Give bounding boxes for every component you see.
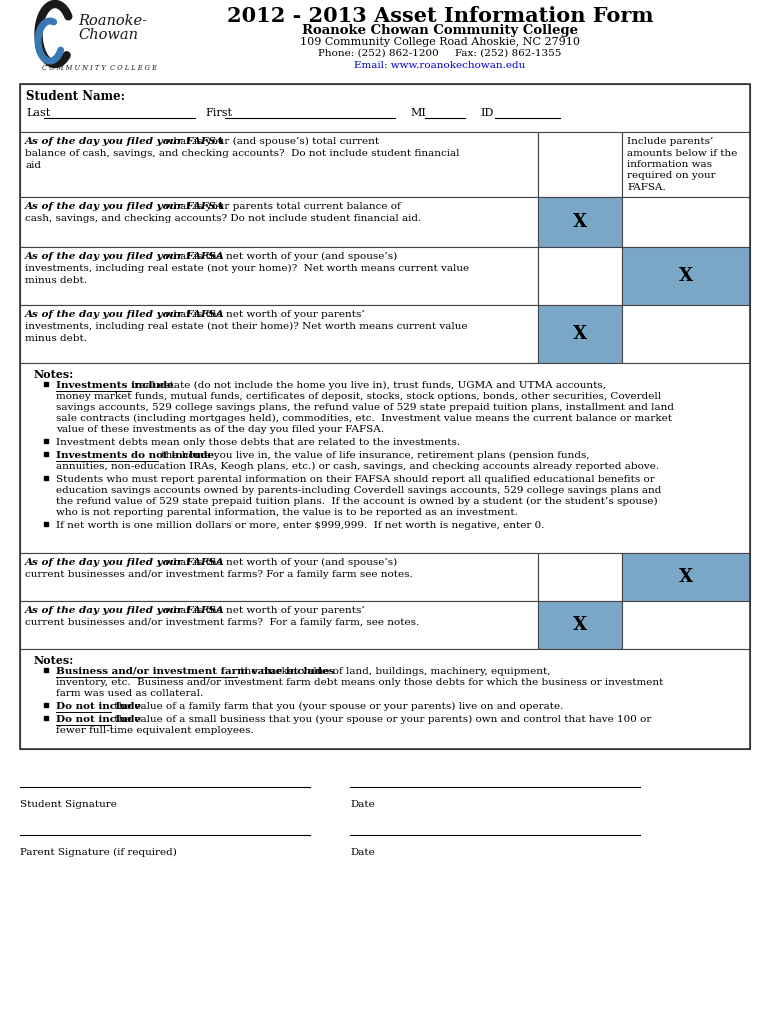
- Bar: [538, 305, 622, 362]
- Text: Investments include: Investments include: [56, 381, 174, 390]
- Text: , what is the net worth of your (and spouse’s): , what is the net worth of your (and spo…: [158, 558, 397, 567]
- Text: As of the day you filed your FAFSA: As of the day you filed your FAFSA: [25, 202, 225, 211]
- Text: , what is your (and spouse’s) total current: , what is your (and spouse’s) total curr…: [158, 137, 379, 146]
- Text: Parent Signature (if required): Parent Signature (if required): [20, 848, 177, 857]
- Text: As of the day you filed your FAFSA: As of the day you filed your FAFSA: [25, 137, 225, 146]
- Text: amounts below if the: amounts below if the: [627, 148, 738, 158]
- Text: FAFSA.: FAFSA.: [627, 183, 666, 193]
- Text: Chowan: Chowan: [78, 28, 138, 42]
- Text: the value of a family farm that you (your spouse or your parents) live on and op: the value of a family farm that you (you…: [111, 702, 564, 711]
- Text: X: X: [573, 616, 587, 634]
- Text: current businesses and/or investment farms?  For a family farm, see notes.: current businesses and/or investment far…: [25, 618, 419, 627]
- Text: Investments do not include: Investments do not include: [56, 451, 214, 460]
- Bar: [622, 132, 750, 197]
- Bar: [20, 132, 538, 197]
- Text: money market funds, mutual funds, certificates of deposit, stocks, stock options: money market funds, mutual funds, certif…: [56, 392, 661, 401]
- Text: required on your: required on your: [627, 171, 715, 180]
- Bar: [20, 305, 538, 362]
- Text: Notes:: Notes:: [34, 655, 74, 666]
- Text: Phone: (252) 862-1200     Fax: (252) 862-1355: Phone: (252) 862-1200 Fax: (252) 862-135…: [318, 49, 561, 58]
- Text: who is not reporting parental information, the value is to be reported as an inv: who is not reporting parental informatio…: [56, 508, 518, 517]
- Text: real estate (do not include the home you live in), trust funds, UGMA and UTMA ac: real estate (do not include the home you…: [131, 381, 606, 390]
- Text: investments, including real estate (not their home)? Net worth means current val: investments, including real estate (not …: [25, 322, 467, 331]
- Text: Student Signature: Student Signature: [20, 800, 117, 809]
- Text: Investment debts mean only those debts that are related to the investments.: Investment debts mean only those debts t…: [56, 438, 460, 447]
- Bar: [20, 247, 538, 305]
- Bar: [20, 197, 538, 247]
- Bar: [622, 247, 750, 305]
- Text: , what is the net worth of your parents’: , what is the net worth of your parents’: [158, 310, 364, 319]
- Text: current businesses and/or investment farms? For a family farm see notes.: current businesses and/or investment far…: [25, 570, 413, 579]
- Text: cash, savings, and checking accounts? Do not include student financial aid.: cash, savings, and checking accounts? Do…: [25, 214, 421, 223]
- Text: Student Name:: Student Name:: [26, 90, 125, 103]
- Text: As of the day you filed your FAFSA: As of the day you filed your FAFSA: [25, 558, 225, 567]
- Text: X: X: [679, 568, 693, 586]
- Text: the market value of land, buildings, machinery, equipment,: the market value of land, buildings, mac…: [237, 667, 551, 676]
- Text: If net worth is one million dollars or more, enter $999,999.  If net worth is ne: If net worth is one million dollars or m…: [56, 521, 544, 530]
- Text: Roanoke Chowan Community College: Roanoke Chowan Community College: [302, 24, 578, 37]
- Bar: [538, 197, 622, 247]
- Bar: [622, 553, 750, 601]
- Text: fewer full-time equivalent employees.: fewer full-time equivalent employees.: [56, 726, 254, 735]
- Text: annuities, non-education IRAs, Keogh plans, etc.) or cash, savings, and checking: annuities, non-education IRAs, Keogh pla…: [56, 462, 659, 471]
- Bar: [538, 601, 622, 649]
- Bar: [20, 649, 750, 749]
- Text: As of the day you filed your FAFSA: As of the day you filed your FAFSA: [25, 252, 225, 261]
- Text: the home you live in, the value of life insurance, retirement plans (pension fun: the home you live in, the value of life …: [159, 451, 590, 460]
- Bar: [622, 601, 750, 649]
- Bar: [538, 247, 622, 305]
- Text: farm was used as collateral.: farm was used as collateral.: [56, 689, 203, 698]
- Bar: [20, 84, 750, 132]
- Text: Date: Date: [350, 848, 375, 857]
- Bar: [20, 553, 538, 601]
- Text: C O M M U N I T Y  C O L L E G E: C O M M U N I T Y C O L L E G E: [42, 63, 157, 72]
- Text: X: X: [573, 213, 587, 231]
- Text: minus debt.: minus debt.: [25, 276, 87, 285]
- Text: Do not include: Do not include: [56, 702, 141, 711]
- Text: X: X: [679, 267, 693, 285]
- Text: Students who must report parental information on their FAFSA should report all q: Students who must report parental inform…: [56, 475, 654, 484]
- Text: the refund value of 529 state prepaid tuition plans.  If the account is owned by: the refund value of 529 state prepaid tu…: [56, 497, 658, 506]
- Bar: [622, 197, 750, 247]
- Text: Do not include: Do not include: [56, 715, 141, 724]
- Text: Roanoke-: Roanoke-: [78, 14, 147, 28]
- Text: Include parents’: Include parents’: [627, 137, 713, 146]
- Bar: [20, 601, 538, 649]
- Bar: [20, 362, 750, 553]
- Text: information was: information was: [627, 160, 712, 169]
- Bar: [538, 132, 622, 197]
- Bar: [538, 553, 622, 601]
- Bar: [0, 0, 770, 79]
- Bar: [622, 305, 750, 362]
- Text: sale contracts (including mortgages held), commodities, etc.  Investment value m: sale contracts (including mortgages held…: [56, 414, 672, 423]
- Text: the value of a small business that you (your spouse or your parents) own and con: the value of a small business that you (…: [111, 715, 651, 724]
- Text: aid: aid: [25, 161, 41, 170]
- Text: , what is the net worth of your (and spouse’s): , what is the net worth of your (and spo…: [158, 252, 397, 261]
- Text: 2012 - 2013 Asset Information Form: 2012 - 2013 Asset Information Form: [226, 6, 653, 26]
- Bar: [20, 84, 750, 749]
- Text: Date: Date: [350, 800, 375, 809]
- Text: , what is the net worth of your parents’: , what is the net worth of your parents’: [158, 606, 364, 615]
- Text: education savings accounts owned by parents-including Coverdell savings accounts: education savings accounts owned by pare…: [56, 486, 661, 495]
- Text: First: First: [205, 108, 232, 118]
- Text: investments, including real estate (not your home)?  Net worth means current val: investments, including real estate (not …: [25, 264, 469, 273]
- Text: Business and/or investment farm value includes: Business and/or investment farm value in…: [56, 667, 334, 676]
- Text: Notes:: Notes:: [34, 369, 74, 380]
- Text: value of these investments as of the day you filed your FAFSA.: value of these investments as of the day…: [56, 425, 384, 434]
- Text: balance of cash, savings, and checking accounts?  Do not include student financi: balance of cash, savings, and checking a…: [25, 150, 460, 158]
- Text: MI: MI: [410, 108, 426, 118]
- Text: inventory, etc.  Business and/or investment farm debt means only those debts for: inventory, etc. Business and/or investme…: [56, 678, 664, 687]
- Text: Last: Last: [26, 108, 50, 118]
- Text: As of the day you filed your FAFSA: As of the day you filed your FAFSA: [25, 310, 225, 319]
- Text: As of the day you filed your FAFSA: As of the day you filed your FAFSA: [25, 606, 225, 615]
- Text: X: X: [573, 325, 587, 343]
- Text: minus debt.: minus debt.: [25, 334, 87, 343]
- Text: , what is your parents total current balance of: , what is your parents total current bal…: [158, 202, 400, 211]
- Text: 109 Community College Road Ahoskie, NC 27910: 109 Community College Road Ahoskie, NC 2…: [300, 37, 580, 47]
- Text: ID: ID: [480, 108, 494, 118]
- Text: savings accounts, 529 college savings plans, the refund value of 529 state prepa: savings accounts, 529 college savings pl…: [56, 403, 674, 412]
- Text: Email: www.roanokechowan.edu: Email: www.roanokechowan.edu: [354, 61, 526, 70]
